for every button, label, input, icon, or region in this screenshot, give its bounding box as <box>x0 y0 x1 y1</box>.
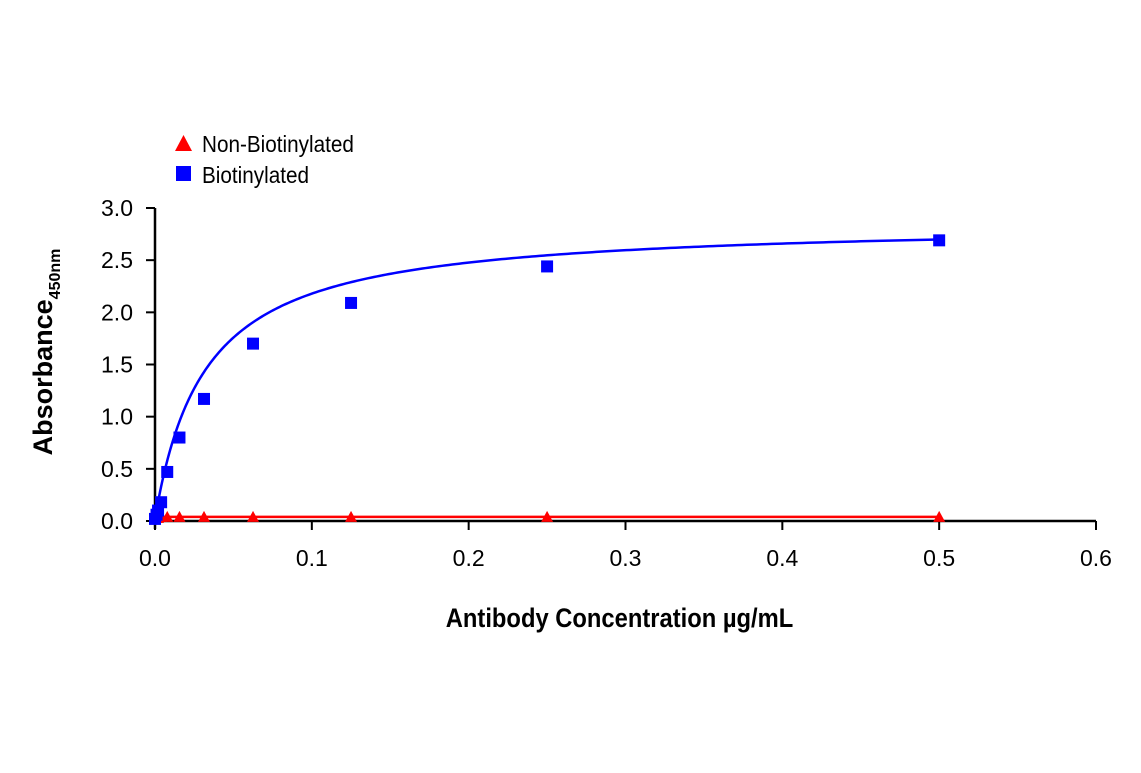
legend-marker-triangle <box>175 135 192 151</box>
y-tick-label: 3.0 <box>101 195 133 221</box>
data-point-biotinylated <box>541 260 554 273</box>
x-tick-label: 0.3 <box>610 545 642 571</box>
y-tick-label: 0.0 <box>101 508 133 534</box>
data-point-non-biotinylated <box>247 510 260 522</box>
x-tick-label: 0.4 <box>766 545 798 571</box>
y-axis-label-subscript: 450nm <box>47 249 64 300</box>
y-tick-label: 2.5 <box>101 247 133 273</box>
legend-label: Biotinylated <box>202 162 309 188</box>
data-point-non-biotinylated <box>541 510 554 522</box>
series-line-biotinylated <box>153 238 940 520</box>
y-tick-label: 0.5 <box>101 456 133 482</box>
data-point-biotinylated <box>247 337 260 350</box>
plot-area <box>149 234 946 525</box>
x-tick-label: 0.5 <box>923 545 955 571</box>
axes: 0.0 0.1 0.2 0.3 0.4 0.5 0.6 0.0 0.5 1.0 1.5 2.0 2.5 3… <box>101 195 1112 571</box>
data-point-non-biotinylated <box>345 510 358 522</box>
y-tick-label: 2.0 <box>101 299 133 325</box>
legend-label: Non-Biotinylated <box>202 131 354 157</box>
x-tick-label: 0.1 <box>296 545 328 571</box>
data-point-biotinylated <box>198 392 211 405</box>
y-axis-label: Absorbance450nm <box>28 249 64 456</box>
data-point-biotinylated <box>152 504 165 517</box>
x-axis-label: Antibody Concentration µg/mL <box>446 604 794 634</box>
y-tick-label: 1.0 <box>101 404 133 430</box>
data-point-biotinylated <box>345 296 358 309</box>
x-tick-label: 0.2 <box>453 545 485 571</box>
data-point-biotinylated <box>161 465 174 478</box>
data-point-non-biotinylated <box>933 510 946 522</box>
x-tick-label: 0.0 <box>139 545 171 571</box>
data-point-biotinylated <box>173 431 186 444</box>
data-point-biotinylated <box>155 496 168 509</box>
legend: Non-Biotinylated Biotinylated <box>175 131 354 188</box>
data-point-non-biotinylated <box>198 510 211 522</box>
y-axis-label-main: Absorbance <box>28 299 58 455</box>
data-point-non-biotinylated <box>161 510 174 522</box>
data-point-biotinylated <box>933 234 946 247</box>
legend-marker-square <box>176 166 191 181</box>
data-point-non-biotinylated <box>173 510 186 522</box>
x-tick-label: 0.6 <box>1080 545 1112 571</box>
y-tick-label: 1.5 <box>101 352 133 378</box>
